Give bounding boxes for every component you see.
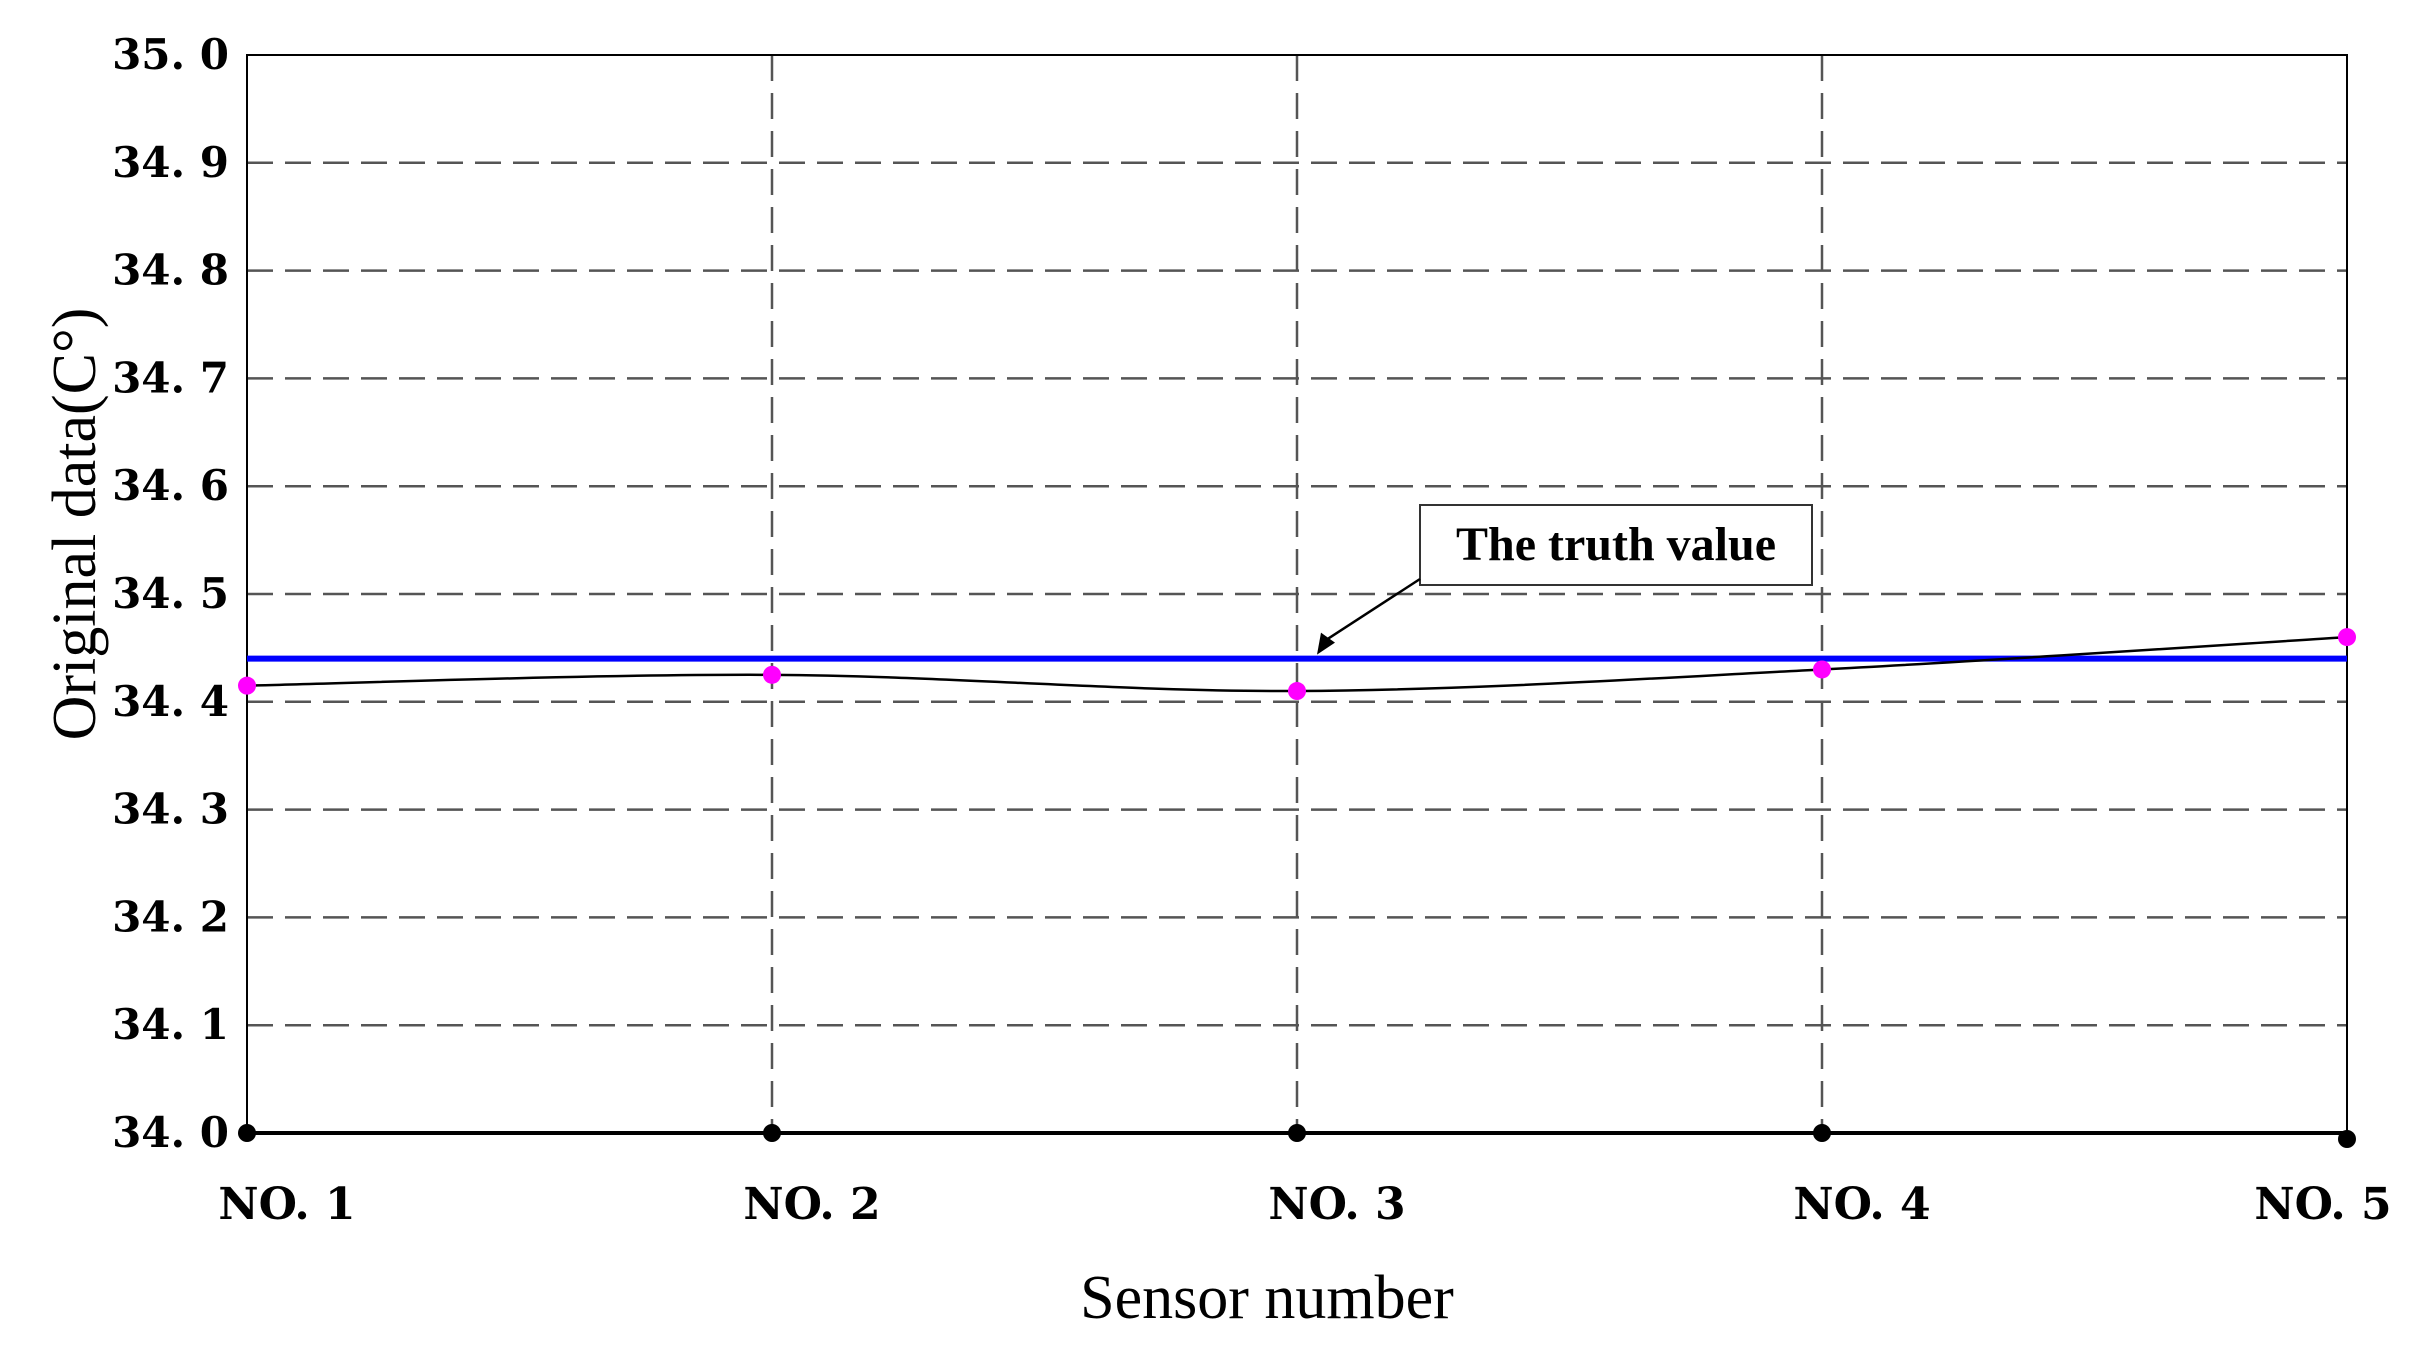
data-point	[2338, 628, 2356, 647]
y-axis-title: Original data(C°)	[41, 308, 109, 741]
x-axis-title: Sensor number	[1080, 1264, 1454, 1332]
series	[238, 628, 2356, 701]
x-tick-label: NO. 3	[1268, 1179, 1405, 1230]
data-point	[1288, 682, 1306, 701]
y-tick-label: 34. 9	[112, 138, 229, 187]
x-tick-label: NO. 4	[1793, 1179, 1930, 1230]
y-tick-label: 35. 0	[112, 30, 229, 79]
y-tick-label: 34. 1	[112, 1000, 229, 1049]
annotation-arrowhead	[1317, 632, 1335, 655]
y-axis-ticks: 34. 0 34. 1 34. 2 34. 3 34. 4 34. 5 34. 6 34. 7…	[112, 30, 229, 1157]
x-axis-ticks: NO. 1 NO. 2 NO. 3 NO. 4 NO. 5	[218, 1179, 2391, 1230]
data-point	[1813, 660, 1831, 679]
annotation-label: The truth value	[1456, 518, 1776, 571]
y-tick-label: 34. 7	[112, 353, 229, 402]
y-tick-label: 34. 6	[112, 461, 229, 510]
x-tick-label: NO. 1	[218, 1179, 355, 1230]
baseline-markers	[238, 1124, 2356, 1148]
y-tick-label: 34. 4	[112, 677, 229, 726]
y-tick-label: 34. 5	[112, 569, 229, 618]
annotations: The truth value	[1317, 504, 1813, 655]
data-point	[238, 676, 256, 695]
baseline-marker	[238, 1124, 256, 1142]
data-point	[763, 665, 781, 684]
y-tick-label: 34. 0	[112, 1108, 229, 1157]
baseline-marker	[2338, 1130, 2356, 1148]
y-tick-label: 34. 2	[112, 892, 229, 941]
baseline-marker	[763, 1124, 781, 1142]
annotation-arrow	[1324, 577, 1421, 642]
y-tick-label: 34. 8	[112, 246, 229, 295]
x-tick-label: NO. 5	[2254, 1179, 2391, 1230]
annotation-box	[1419, 504, 1813, 586]
grid	[247, 55, 2347, 1133]
y-tick-label: 34. 3	[112, 785, 229, 834]
x-tick-label: NO. 2	[743, 1179, 880, 1230]
baseline-marker	[1813, 1124, 1831, 1142]
baseline-marker	[1288, 1124, 1306, 1142]
